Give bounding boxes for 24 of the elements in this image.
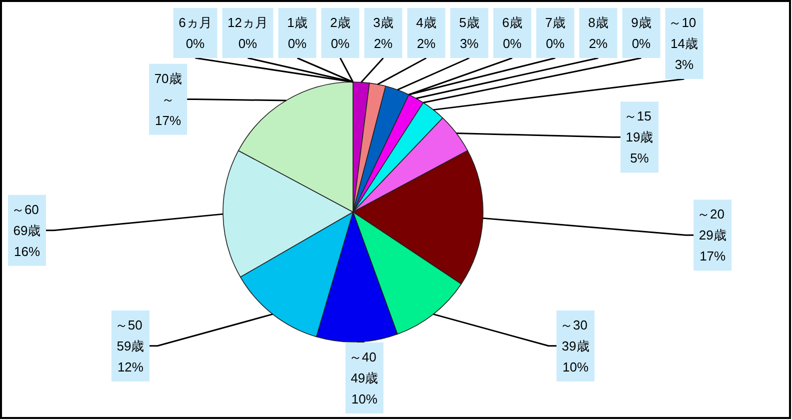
slice-label: ～50 59歳 bbox=[114, 317, 146, 354]
slice-label: 8歳 bbox=[588, 15, 608, 30]
data-label: 2% bbox=[416, 36, 436, 51]
data-label: 3% bbox=[460, 36, 480, 51]
data-label: 16% bbox=[14, 244, 40, 259]
data-label: 17% bbox=[700, 248, 726, 264]
data-label: 5% bbox=[630, 150, 650, 166]
slice-label: ～60 69歳 bbox=[11, 202, 43, 238]
slice-label: ～20 29歳 bbox=[697, 206, 728, 243]
slice-label: ～10 14歳 bbox=[668, 15, 700, 51]
data-label: 17% bbox=[155, 112, 182, 128]
data-label: 2% bbox=[588, 36, 608, 51]
slice-label: 70歳～ bbox=[154, 70, 182, 107]
data-label: 10% bbox=[351, 391, 378, 406]
data-label: 3% bbox=[674, 57, 694, 72]
slice-label: 4歳 bbox=[416, 15, 436, 30]
slice-label: ～40 49歳 bbox=[348, 349, 380, 386]
slice-label: ～30 39歳 bbox=[560, 317, 592, 354]
data-label: 10% bbox=[562, 359, 589, 374]
slice-label: ～15 19歳 bbox=[624, 108, 656, 145]
data-label: 2% bbox=[374, 36, 394, 51]
slice-label: 3歳 bbox=[373, 15, 394, 30]
data-label: 12% bbox=[117, 359, 144, 374]
slice-label: 5歳 bbox=[459, 15, 480, 30]
